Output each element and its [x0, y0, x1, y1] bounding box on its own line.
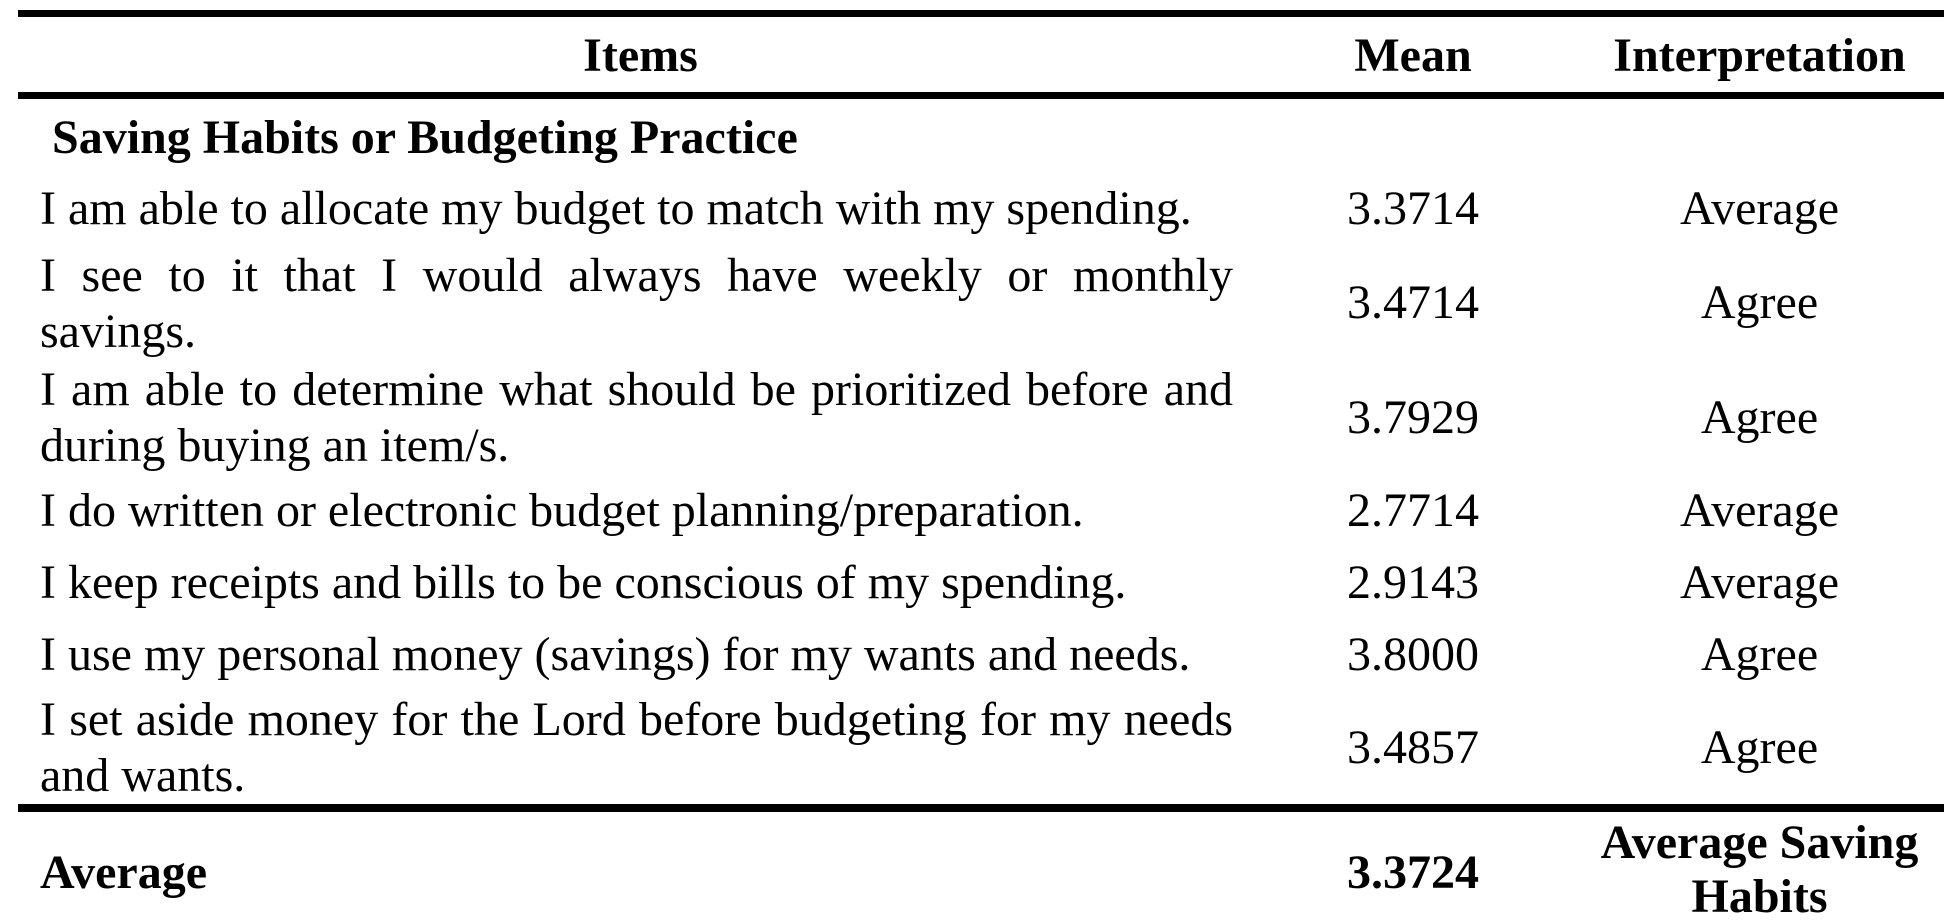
header-interpretation: Interpretation [1613, 29, 1906, 82]
table-row-interpretation: Average [1680, 182, 1839, 235]
total-mean: 3.3724 [1347, 846, 1479, 899]
header-items: Items [583, 29, 698, 82]
table-row-interpretation: Agree [1700, 721, 1819, 774]
total-rule [18, 804, 1944, 812]
table-row-interpretation: Average [1680, 556, 1839, 609]
header-mean: Mean [1354, 29, 1472, 82]
table-row-item: I keep receipts and bills to be consciou… [40, 556, 1127, 609]
table-row-interpretation: Agree [1700, 276, 1819, 329]
table-row-item: I see to it that I would always have wee… [40, 249, 1233, 358]
table-row-mean: 2.7714 [1347, 484, 1479, 537]
table-row-interpretation: Average [1680, 484, 1839, 537]
total-interpretation: Average Saving Habits [1600, 816, 1919, 923]
table-row-mean: 3.4714 [1347, 276, 1479, 329]
table-row-interpretation: Agree [1700, 628, 1819, 681]
table-row-item: I do written or electronic budget planni… [40, 484, 1084, 537]
table-row-mean: 2.9143 [1347, 556, 1479, 609]
table-row-mean: 3.4857 [1347, 721, 1479, 774]
table-row-item: I use my personal money (savings) for my… [40, 628, 1191, 681]
table-row-item: I am able to determine what should be pr… [40, 363, 1233, 472]
table-row-mean: 3.3714 [1347, 182, 1479, 235]
table-row-item: I am able to allocate my budget to match… [40, 182, 1192, 235]
header-rule [18, 92, 1944, 99]
top-rule [18, 10, 1944, 17]
table-row-mean: 3.8000 [1347, 628, 1479, 681]
section-title: Saving Habits or Budgeting Practice [52, 111, 798, 164]
total-label: Average [40, 846, 208, 899]
table-row-item: I set aside money for the Lord before bu… [40, 693, 1233, 802]
table-row-interpretation: Agree [1700, 391, 1819, 444]
table-row-mean: 3.7929 [1347, 391, 1479, 444]
